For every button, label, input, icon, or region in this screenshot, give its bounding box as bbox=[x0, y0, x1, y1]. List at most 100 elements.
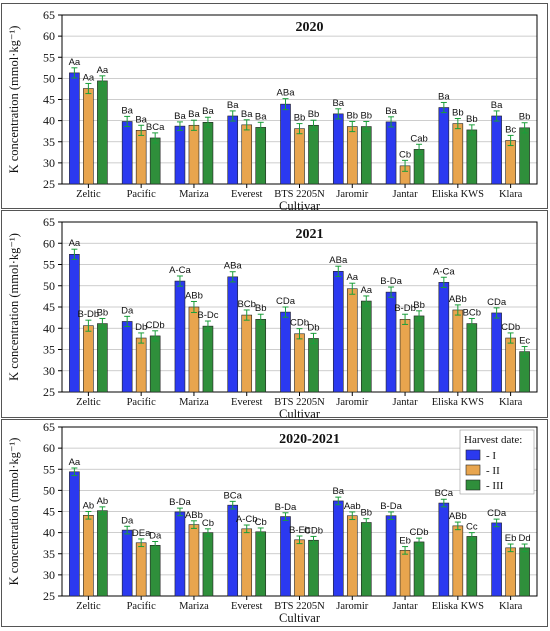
y-tick-label: 65 bbox=[43, 8, 55, 22]
chart-panel-1: 25 30 35 40 45 50 55 60 65 2020 Cultivar K concentr… bbox=[1, 3, 548, 213]
bar-ii bbox=[241, 528, 253, 597]
significance-label: Ba bbox=[332, 98, 344, 109]
bar-iii bbox=[255, 127, 267, 185]
bar-ii bbox=[135, 130, 147, 185]
significance-label: Bb bbox=[255, 303, 267, 314]
significance-label: Db bbox=[135, 322, 147, 333]
chart-title: 2020 bbox=[296, 20, 324, 35]
y-tick-label: 30 bbox=[43, 156, 55, 170]
significance-label: Bb bbox=[308, 109, 320, 120]
x-tick-label: Jaromir bbox=[336, 189, 369, 200]
bar-iii bbox=[360, 522, 372, 597]
bar-iii bbox=[466, 536, 478, 597]
bar-ii bbox=[241, 314, 253, 393]
significance-label: B-Da bbox=[380, 501, 402, 512]
bar-iii bbox=[149, 335, 161, 393]
bar-i bbox=[69, 254, 80, 393]
bar-iii bbox=[519, 351, 530, 393]
bar-iii bbox=[97, 80, 108, 185]
x-tick-label: BTS 2205N bbox=[274, 601, 325, 612]
chart-title: 2021 bbox=[296, 227, 324, 242]
bar-ii bbox=[452, 525, 464, 597]
significance-label: ABa bbox=[224, 261, 243, 272]
significance-label: ABb bbox=[449, 294, 467, 305]
significance-label: CDa bbox=[487, 508, 507, 519]
significance-label: Cc bbox=[466, 522, 478, 533]
x-tick-label: Klara bbox=[499, 397, 523, 408]
x-tick-label: Zeltic bbox=[76, 189, 101, 200]
significance-label: Aa bbox=[360, 285, 372, 296]
y-tick-label: 25 bbox=[43, 385, 55, 399]
significance-label: A-Cb bbox=[236, 514, 258, 525]
y-tick-label: 50 bbox=[43, 71, 55, 85]
bar-ii bbox=[505, 140, 516, 185]
bar-ii bbox=[346, 288, 358, 393]
bar-i bbox=[174, 511, 186, 597]
x-tick-label: Pacific bbox=[127, 189, 156, 200]
significance-label: BCb bbox=[237, 299, 255, 310]
significance-label: BCa bbox=[223, 490, 242, 501]
y-tick-label: 40 bbox=[43, 526, 55, 540]
significance-label: Da bbox=[149, 530, 162, 541]
bar-iii bbox=[308, 338, 319, 393]
bar-ii bbox=[346, 126, 358, 185]
y-tick-label: 35 bbox=[43, 135, 55, 149]
y-tick-label: 25 bbox=[43, 589, 55, 603]
significance-label: Cb bbox=[202, 518, 214, 529]
x-tick-label: Jantar bbox=[393, 189, 419, 200]
chart-panel-2: 25 30 35 40 45 50 55 60 65 2021 Cultivar K concentr… bbox=[1, 210, 548, 421]
significance-label: B-Db bbox=[394, 303, 416, 314]
bar-ii bbox=[135, 337, 147, 393]
bar-i bbox=[69, 72, 80, 185]
significance-label: B-Da bbox=[275, 502, 297, 513]
legend-swatch-i bbox=[465, 449, 481, 461]
bar-i bbox=[438, 107, 450, 185]
legend-item-label: - I bbox=[486, 450, 496, 462]
bar-ii bbox=[294, 128, 305, 185]
significance-label: Ba bbox=[202, 106, 214, 117]
y-tick-label: 60 bbox=[43, 29, 55, 43]
x-tick-label: Pacific bbox=[127, 397, 156, 408]
bar-i bbox=[69, 471, 80, 597]
y-tick-label: 35 bbox=[43, 547, 55, 561]
bar-i bbox=[332, 113, 344, 185]
significance-label: Db bbox=[307, 322, 319, 333]
significance-label: Ab bbox=[97, 496, 109, 507]
y-tick-label: 45 bbox=[43, 300, 55, 314]
x-tick-label: Everest bbox=[231, 601, 263, 612]
significance-label: Cb bbox=[399, 149, 411, 160]
significance-label: Cb bbox=[255, 517, 267, 528]
bar-iii bbox=[413, 315, 425, 393]
y-tick-label: 45 bbox=[43, 93, 55, 107]
bar-iii bbox=[466, 129, 478, 185]
significance-label: BCb bbox=[463, 307, 481, 318]
legend-title: Harvest date: bbox=[464, 434, 522, 446]
significance-label: B-Db bbox=[78, 309, 100, 320]
bar-i bbox=[385, 121, 397, 185]
bar-i bbox=[121, 529, 133, 597]
panel-frame bbox=[1, 3, 548, 209]
x-tick-label: Jantar bbox=[393, 601, 419, 612]
significance-label: Ba bbox=[227, 100, 239, 111]
legend-item-label: - III bbox=[486, 480, 504, 492]
significance-label: Aa bbox=[69, 238, 81, 249]
bar-ii bbox=[83, 325, 94, 393]
significance-label: CDb bbox=[501, 322, 520, 333]
y-tick-label: 55 bbox=[43, 50, 55, 64]
chart-title: 2020-2021 bbox=[279, 432, 340, 447]
y-axis-label: K concentration (mmol·kg⁻¹) bbox=[7, 438, 21, 586]
significance-label: Ba bbox=[332, 486, 344, 497]
significance-label: Bb bbox=[519, 112, 531, 123]
significance-label: B-Da bbox=[169, 497, 191, 508]
y-tick-label: 65 bbox=[43, 420, 55, 434]
x-tick-label: BTS 2205N bbox=[274, 189, 325, 200]
bar-iii bbox=[466, 323, 478, 393]
bar-ii bbox=[83, 515, 94, 597]
bar-iii bbox=[202, 532, 214, 597]
y-tick-label: 40 bbox=[43, 321, 55, 335]
significance-label: Bb bbox=[452, 108, 464, 119]
significance-label: Ba bbox=[385, 106, 397, 117]
x-tick-label: Zeltic bbox=[76, 397, 101, 408]
y-tick-label: 50 bbox=[43, 483, 55, 497]
